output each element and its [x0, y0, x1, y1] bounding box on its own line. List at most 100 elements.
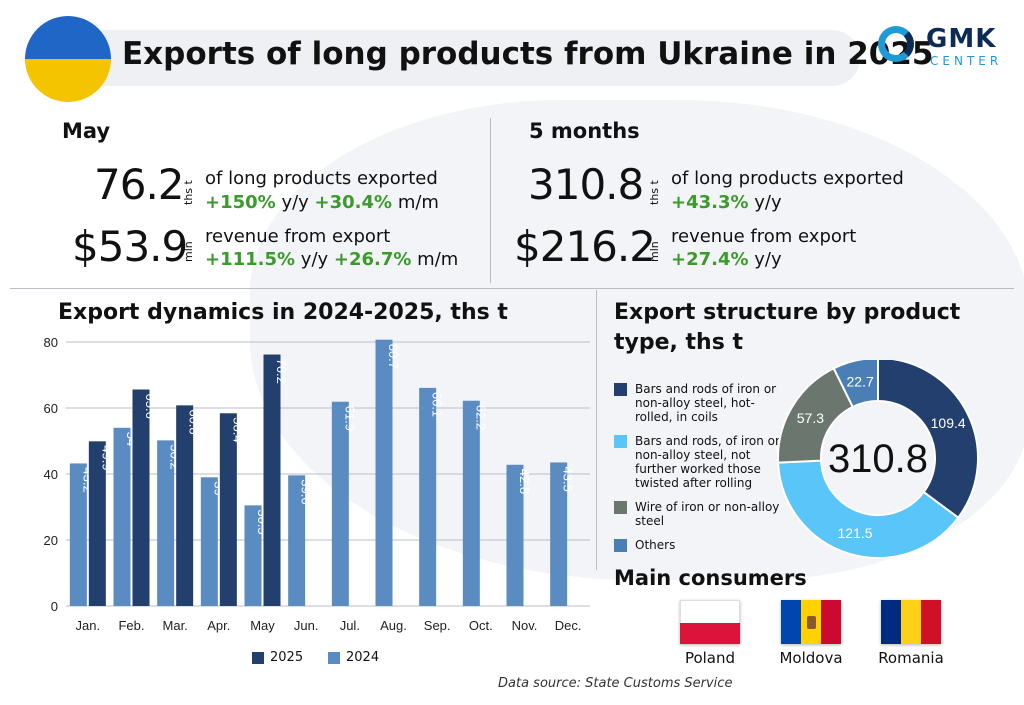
romania-flag-icon: [881, 600, 941, 644]
legend-label: Others: [635, 538, 676, 552]
x-tick-label: Dec.: [555, 618, 582, 633]
legend-label-2025: 2025: [270, 650, 304, 665]
title-pill: [100, 30, 860, 86]
five-months-revenue-change: +27.4% y/y: [671, 249, 782, 270]
logo-main: GMK: [926, 24, 997, 54]
may-revenue-mm: +26.7%: [333, 249, 412, 270]
donut-slice: [777, 459, 960, 559]
slice-value-label: 121.5: [837, 525, 872, 541]
bar: [506, 464, 524, 606]
may-volume-desc: of long products exported: [205, 168, 438, 189]
five-months-label: 5 months: [529, 119, 640, 143]
legend-label: Bars and rods of iron or non-alloy steel…: [635, 382, 777, 424]
gmk-logo: GMK CENTER: [878, 24, 1008, 72]
bar-chart-title: Export dynamics in 2024-2025, ths t: [58, 300, 508, 325]
five-months-revenue-yy-suffix: y/y: [754, 249, 782, 270]
x-tick-label: Jun.: [294, 618, 319, 633]
bar: [419, 387, 437, 606]
legend-swatch: [614, 435, 627, 448]
five-months-volume-yy: +43.3%: [671, 192, 749, 213]
may-revenue: $53.9: [72, 222, 188, 271]
bar: [331, 401, 349, 606]
x-tick-label: Apr.: [207, 618, 230, 633]
ukraine-flag-icon: [25, 16, 111, 102]
five-months-volume-unit: ths t: [648, 180, 661, 205]
bar-value-label: 61.9: [342, 406, 357, 431]
donut-chart-title: Export structure by product type, ths t: [614, 300, 961, 355]
may-revenue-change: +111.5% y/y +26.7% m/m: [205, 249, 458, 270]
bar: [200, 477, 218, 606]
donut-slice: [832, 360, 879, 409]
country-poland: Poland: [655, 600, 765, 667]
y-tick-label: 20: [44, 533, 58, 548]
donut-legend: Bars and rods of iron or non-alloy steel…: [614, 382, 789, 562]
may-volume-yy-suffix: y/y: [281, 192, 309, 213]
x-tick-label: May: [250, 618, 275, 633]
bar-value-label: 76.2: [274, 359, 289, 384]
slice-value-label: 22.7: [847, 374, 874, 390]
legend-swatch: [614, 501, 627, 514]
y-tick-label: 40: [44, 467, 58, 482]
may-revenue-unit: mln: [182, 241, 195, 262]
bar: [263, 354, 281, 606]
x-tick-label: Oct.: [469, 618, 493, 633]
data-source: Data source: State Customs Service: [498, 676, 733, 691]
bar: [375, 339, 393, 606]
legend-swatch-2024: [328, 651, 340, 664]
slice-value-label: 57.3: [797, 410, 824, 426]
x-tick-label: Sep.: [424, 618, 451, 633]
bar-value-label: 65.6: [143, 394, 158, 419]
may-volume-yy: +150%: [205, 192, 276, 213]
bar: [88, 441, 106, 606]
legend-2025: 2025: [252, 650, 303, 665]
horizontal-divider: [10, 288, 1014, 289]
donut-chart: 109.4 121.5 57.3 22.7 310.8: [777, 360, 979, 559]
may-volume-mm: +30.4%: [314, 192, 393, 213]
donut-slice: [877, 360, 979, 520]
may-revenue-desc: revenue from export: [205, 226, 391, 247]
legend-swatch: [614, 383, 627, 396]
vertical-divider: [490, 118, 491, 283]
consumers-title: Main consumers: [614, 566, 807, 590]
may-revenue-yy: +111.5%: [205, 249, 296, 270]
y-tick-label: 80: [44, 335, 58, 350]
bar-value-label: 49.9: [99, 445, 114, 470]
five-months-revenue-unit: mln: [648, 241, 661, 262]
bar: [113, 427, 131, 606]
bar: [244, 505, 262, 606]
x-tick-label: Aug.: [380, 618, 407, 633]
bar: [550, 462, 568, 606]
y-tick-label: 60: [44, 401, 58, 416]
x-tick-label: Jan.: [76, 618, 101, 633]
legend-swatch: [614, 539, 627, 552]
page-title: Exports of long products from Ukraine in…: [122, 36, 934, 72]
slice-value-label: 109.4: [931, 415, 966, 431]
country-name: Poland: [684, 649, 736, 667]
legend-item: Wire of iron or non-alloy steel: [614, 500, 789, 528]
bar: [462, 400, 480, 606]
country-name: Romania: [878, 649, 944, 667]
bar: [157, 440, 175, 606]
legend-label: Bars and rods, of iron or non-alloy stee…: [635, 434, 780, 490]
country-romania: Romania: [856, 600, 966, 667]
five-months-revenue-desc: revenue from export: [671, 226, 857, 247]
may-revenue-yy-suffix: y/y: [300, 249, 329, 270]
five-months-revenue: $216.2: [514, 222, 656, 271]
x-tick-label: Mar.: [163, 618, 188, 633]
bar-value-label: 60.8: [187, 409, 202, 434]
legend-label-2024: 2024: [346, 650, 380, 665]
country-moldova: Moldova: [756, 600, 866, 667]
legend-swatch-2025: [252, 651, 264, 664]
legend-label: Wire of iron or non-alloy steel: [635, 500, 780, 528]
bar-value-label: 62.2: [473, 405, 488, 430]
bar: [69, 463, 87, 606]
moldova-flag-icon: [781, 600, 841, 644]
bar: [288, 475, 306, 606]
bar: [219, 413, 237, 606]
bar: [176, 405, 194, 606]
legend-item: Bars and rods of iron or non-alloy steel…: [614, 382, 789, 424]
logo-ring-icon: [878, 26, 914, 62]
y-tick-label: 0: [51, 599, 58, 614]
country-name: Moldova: [779, 649, 843, 667]
may-volume: 76.2: [94, 160, 185, 209]
